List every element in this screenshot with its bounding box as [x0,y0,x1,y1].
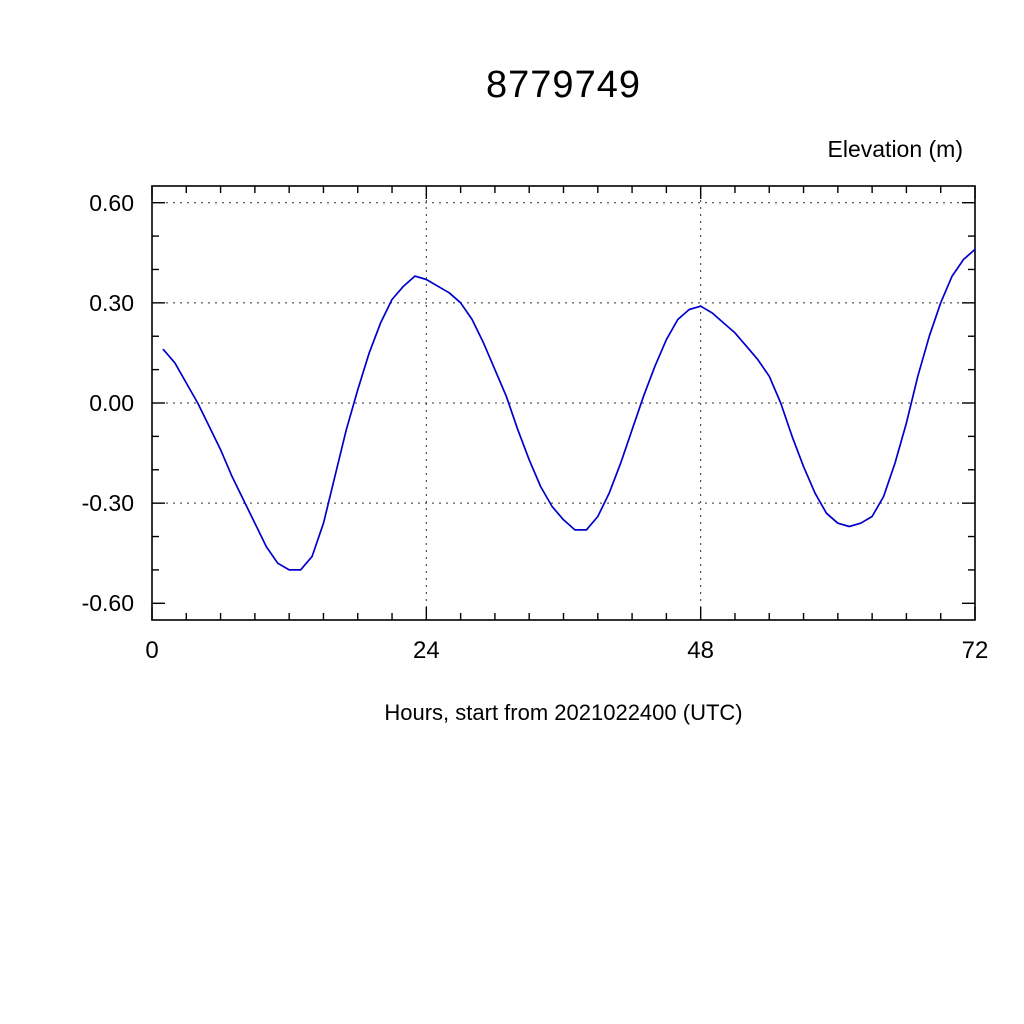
x-tick-label: 0 [145,637,159,664]
chart-title: 8779749 [486,64,641,106]
y-tick-label: -0.60 [81,590,134,617]
y-tick-label: 0.30 [89,289,134,316]
x-tick-label: 72 [961,637,989,664]
y-axis-title: Elevation (m) [827,136,963,162]
x-axis-title: Hours, start from 2021022400 (UTC) [384,700,743,725]
x-tick-label: 24 [412,637,440,664]
y-tick-label: -0.30 [81,490,134,517]
y-tick-label: 0.60 [89,189,134,216]
x-tick-label: 48 [687,637,715,664]
y-tick-label: 0.00 [89,390,134,416]
elevation-line [162,248,976,571]
plot-frame [151,185,976,621]
